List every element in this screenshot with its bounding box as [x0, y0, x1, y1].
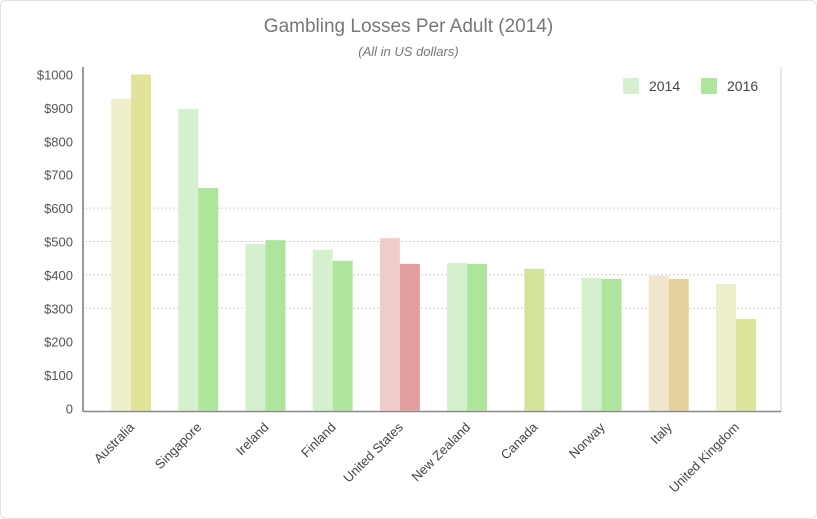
- y-tick-label: $100: [44, 368, 73, 383]
- legend-label: 2016: [727, 78, 758, 94]
- bar-2016: [198, 188, 219, 411]
- bar-2014: [716, 283, 736, 411]
- bar-2014: [111, 98, 131, 411]
- bar-2016: [668, 278, 689, 411]
- bar-2016: [131, 74, 151, 411]
- bar-2016: [601, 278, 622, 411]
- y-tick-label: $800: [44, 134, 73, 149]
- x-tick-label: Norway: [566, 419, 608, 461]
- legend-swatch: [623, 78, 639, 94]
- x-tick-label: United Kingdom: [666, 420, 742, 496]
- x-tick-label: Ireland: [233, 420, 272, 459]
- x-tick-label: Finland: [298, 420, 339, 461]
- bar-2014: [178, 108, 199, 411]
- y-tick-label: $700: [44, 168, 73, 183]
- x-tick-label: United States: [340, 419, 406, 485]
- x-tick-label: New Zealand: [408, 420, 473, 485]
- bar-2014: [447, 262, 468, 411]
- bar-2016: [524, 268, 545, 411]
- bar-2014: [648, 275, 669, 411]
- y-tick-label: $400: [44, 268, 73, 283]
- bar-2014: [245, 244, 266, 411]
- y-tick-label: $600: [44, 201, 73, 216]
- bar-2016: [736, 318, 756, 411]
- bar-2016: [265, 240, 286, 411]
- legend-swatch: [701, 78, 717, 94]
- x-tick-label: Australia: [91, 419, 138, 466]
- chart-title: Gambling Losses Per Adult (2014): [263, 16, 554, 37]
- bar-2014: [312, 249, 333, 411]
- y-tick-label: 0: [66, 402, 73, 417]
- y-tick-label: $1000: [37, 68, 73, 83]
- y-tick-label: $500: [44, 235, 73, 250]
- bar-2016: [467, 263, 488, 411]
- legend-label: 2014: [649, 78, 680, 94]
- bar-2016: [332, 260, 353, 411]
- x-tick-label: Singapore: [152, 420, 205, 473]
- bar-2016: [399, 263, 420, 411]
- y-tick-label: $900: [44, 101, 73, 116]
- y-tick-label: $300: [44, 301, 73, 316]
- bar-2014: [581, 277, 602, 411]
- y-tick-label: $200: [44, 335, 73, 350]
- x-tick-label: Canada: [498, 419, 541, 462]
- x-tick-label: Italy: [647, 419, 675, 447]
- bar-2014: [379, 238, 400, 411]
- chart-subtitle: (All in US dollars): [358, 44, 459, 59]
